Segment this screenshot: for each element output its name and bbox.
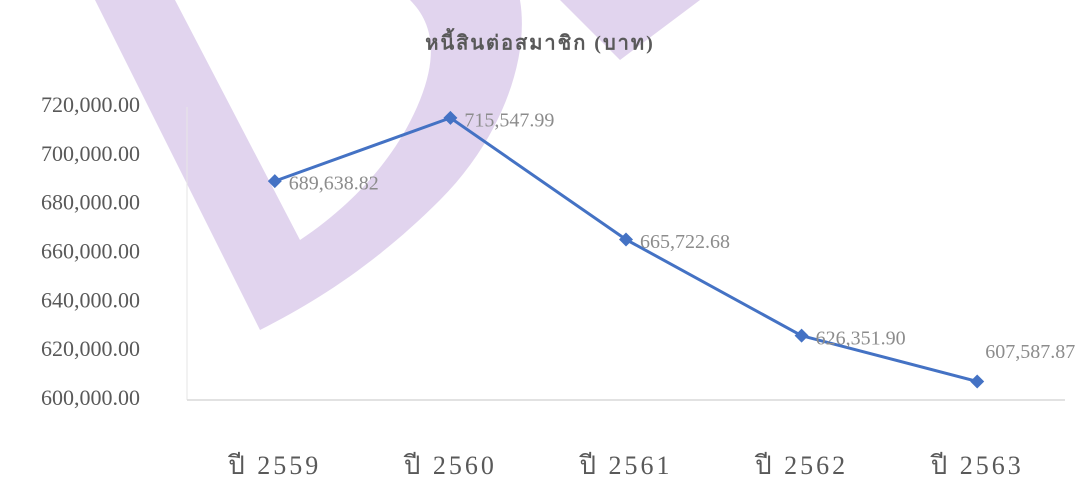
y-tick-label: 680,000.00	[41, 190, 140, 215]
data-label: 665,722.68	[640, 231, 730, 253]
watermark	[560, 0, 700, 60]
chart-title: หนี้สินต่อสมาชิก (บาท)	[425, 28, 654, 55]
x-tick-label: ปี 2562	[754, 451, 848, 480]
y-tick-label: 720,000.00	[41, 92, 140, 117]
watermark	[95, 0, 522, 330]
data-label: 626,351.90	[816, 327, 906, 349]
y-tick-label: 700,000.00	[41, 141, 140, 166]
x-tick-label: ปี 2563	[930, 451, 1024, 480]
marker	[267, 174, 282, 189]
marker	[970, 374, 985, 389]
data-label: 607,587.87	[985, 341, 1075, 363]
marker	[443, 110, 458, 125]
y-tick-label: 620,000.00	[41, 336, 140, 361]
y-tick-label: 600,000.00	[41, 385, 140, 410]
marker	[619, 232, 633, 247]
x-tick-label: ปี 2561	[578, 451, 672, 480]
marker	[794, 328, 809, 343]
x-tick-label: ปี 2560	[403, 451, 497, 480]
x-tick-label: ปี 2559	[227, 451, 321, 480]
y-tick-label: 640,000.00	[41, 287, 140, 312]
data-label: 689,638.82	[289, 173, 379, 195]
data-label: 715,547.99	[464, 109, 554, 131]
y-tick-label: 660,000.00	[41, 239, 140, 264]
